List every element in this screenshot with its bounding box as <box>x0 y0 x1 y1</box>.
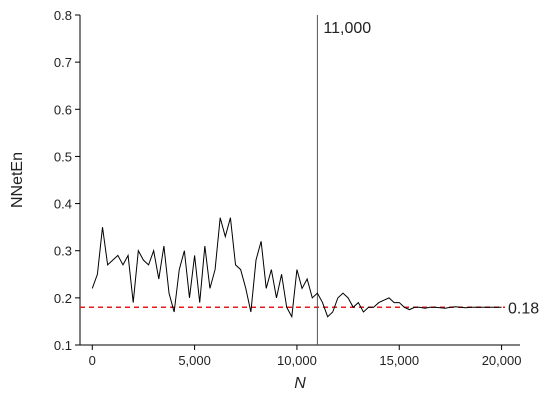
reference-label: 11,000 <box>323 20 371 37</box>
y-tick-label: 0.3 <box>54 244 72 259</box>
data-line <box>91 217 502 319</box>
reference-label: 0.18 <box>508 300 539 317</box>
x-axis-label: N <box>294 375 306 392</box>
y-tick-label: 0.1 <box>54 338 72 353</box>
y-tick-label: 0.5 <box>54 149 72 164</box>
x-tick-label: 20,000 <box>482 353 522 368</box>
y-tick-label: 0.4 <box>54 197 72 212</box>
y-tick-label: 0.6 <box>54 102 72 117</box>
x-tick-label: 0 <box>89 353 96 368</box>
y-axis-label: NNetEn <box>9 152 26 208</box>
y-tick-label: 0.7 <box>54 55 72 70</box>
x-tick-label: 10,000 <box>277 353 317 368</box>
x-tick-label: 15,000 <box>379 353 419 368</box>
x-tick-label: 5,000 <box>178 353 211 368</box>
y-tick-label: 0.2 <box>54 291 72 306</box>
y-tick-label: 0.8 <box>54 8 72 23</box>
